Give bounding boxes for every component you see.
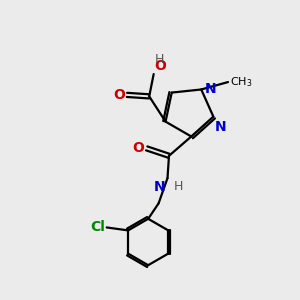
Text: O: O [113, 88, 125, 102]
Text: N: N [154, 180, 165, 194]
Text: O: O [154, 58, 166, 73]
Text: N: N [205, 82, 217, 97]
Text: H: H [174, 180, 183, 193]
Text: H: H [154, 53, 164, 66]
Text: N: N [215, 120, 226, 134]
Text: CH$_3$: CH$_3$ [230, 75, 252, 89]
Text: O: O [133, 141, 145, 155]
Text: Cl: Cl [90, 220, 105, 234]
